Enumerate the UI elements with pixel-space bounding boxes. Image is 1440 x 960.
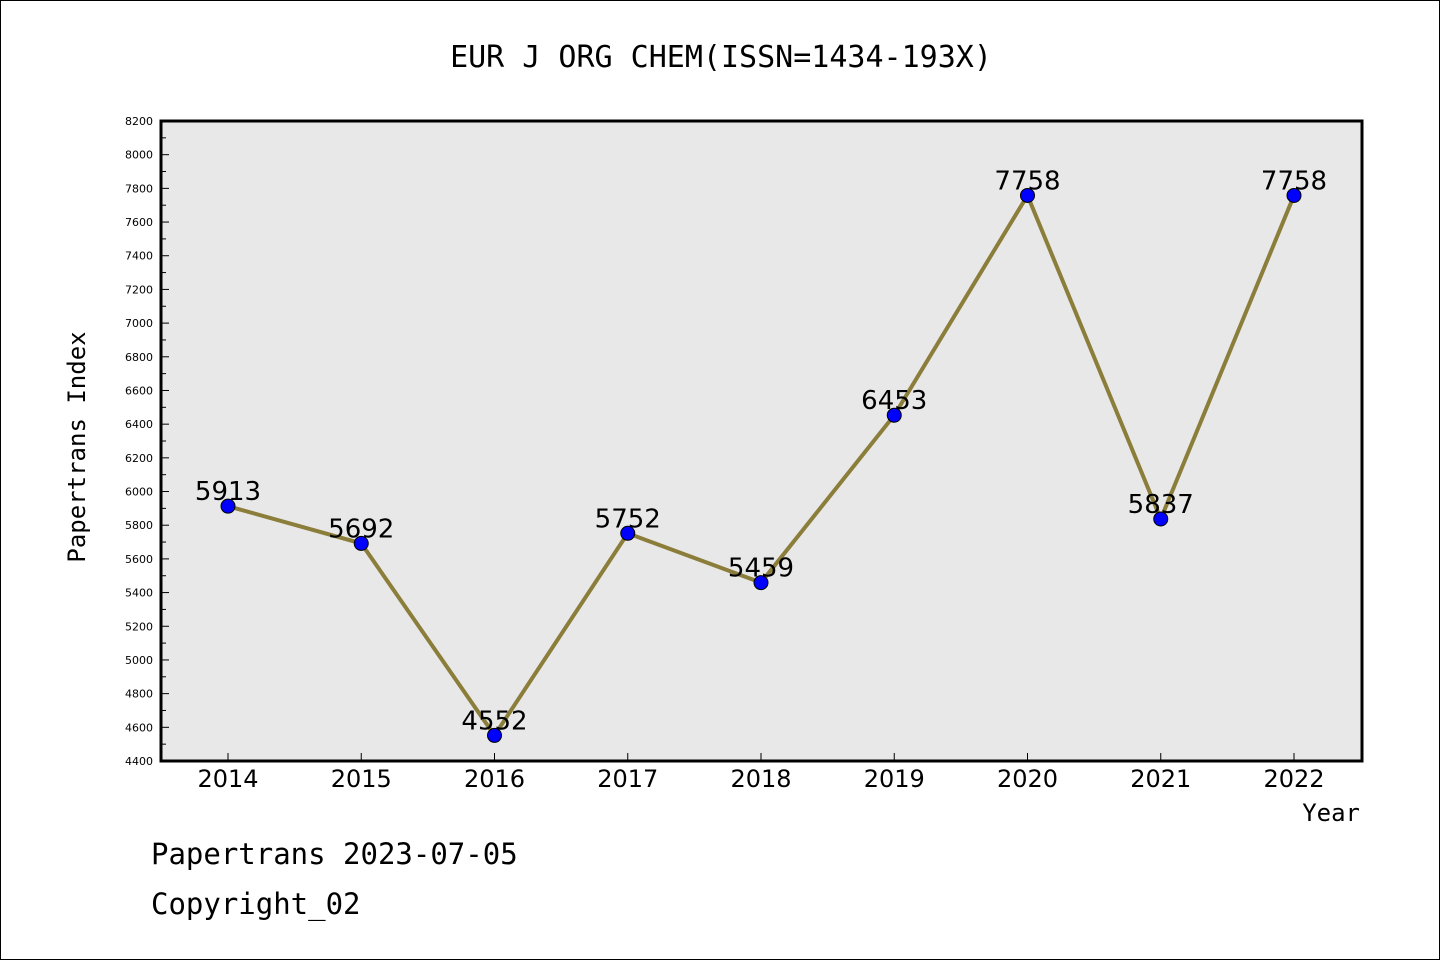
y-tick-label: 5400 [125,587,153,600]
x-tick-label: 2021 [1130,765,1191,793]
y-tick-label: 4400 [125,755,153,768]
y-tick-label: 7200 [125,283,153,296]
y-tick-label: 7000 [125,317,153,330]
data-label: 7758 [1261,166,1327,196]
data-point [886,407,902,423]
data-point [1286,187,1302,203]
y-tick-label: 8000 [125,149,153,162]
data-label: 5692 [328,514,394,544]
data-point [353,535,369,551]
data-label: 7758 [994,166,1060,196]
y-axis: 4400 4600 4800 5000 5200 5400 5600 5800 6000 6200… [125,115,169,768]
y-tick-label: 5200 [125,620,153,633]
y-axis-label: Papertrans Index [63,331,91,562]
data-label: 5752 [595,504,661,534]
data-label: 6453 [861,386,927,416]
x-axis: 2014 2015 2016 2017 2018 2019 2020 2021 2022 [197,753,1325,793]
x-tick-label: 2020 [997,765,1058,793]
data-label: 4552 [461,706,527,736]
y-tick-label: 5000 [125,654,153,667]
data-point [220,498,236,514]
x-tick-label: 2018 [730,765,791,793]
x-tick-label: 2022 [1263,765,1324,793]
y-tick-label: 7600 [125,216,153,229]
y-tick-label: 6400 [125,418,153,431]
x-tick-label: 2014 [197,765,258,793]
data-point [1153,511,1169,527]
x-tick-label: 2017 [597,765,658,793]
y-tick-label: 4800 [125,688,153,701]
data-point [487,727,502,743]
y-tick-label: 6600 [125,384,153,397]
y-tick-label: 7400 [125,250,153,263]
y-tick-label: 6000 [125,486,153,499]
data-label: 5913 [195,477,261,507]
y-tick-label: 6200 [125,452,153,465]
y-tick-label: 5800 [125,519,153,532]
plot-area [161,121,1362,761]
x-tick-label: 2019 [864,765,925,793]
x-tick-label: 2015 [331,765,392,793]
y-tick-label: 4600 [125,721,153,734]
data-point [620,525,636,541]
x-axis-label: Year [1302,799,1360,827]
footer-date: Papertrans 2023-07-05 [151,837,518,871]
data-label: 5459 [728,554,794,584]
data-point [1020,187,1035,203]
chart-title: EUR J ORG CHEM(ISSN=1434-193X) [450,40,992,75]
y-tick-label: 5600 [125,553,153,566]
y-tick-label: 7800 [125,182,153,195]
data-label: 5837 [1128,490,1194,520]
footer-copyright: Copyright_02 [151,887,361,921]
data-point [753,575,769,591]
x-tick-label: 2016 [464,765,525,793]
y-tick-label: 6800 [125,351,153,364]
series-line: 5913 5692 4552 5752 5459 6453 7758 5837 7758 [195,166,1327,743]
plot-frame [159,119,1364,763]
y-tick-label: 8200 [125,115,153,128]
